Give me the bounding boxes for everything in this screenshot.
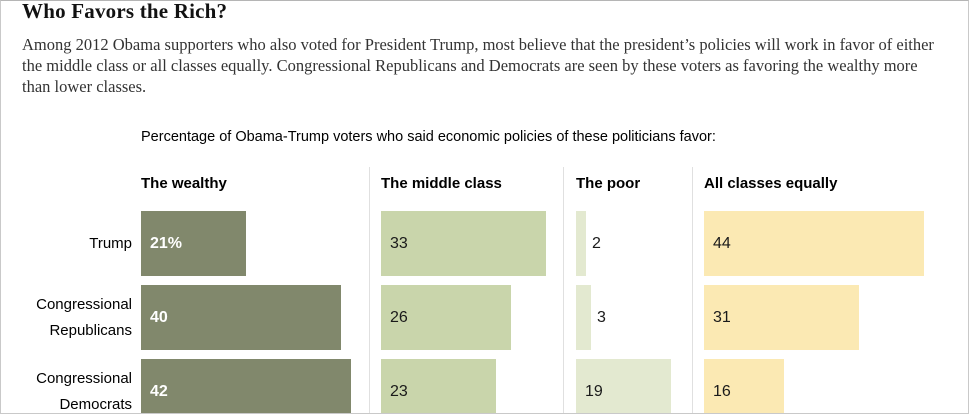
bar: 2: [576, 211, 601, 276]
column-header: The wealthy: [141, 175, 227, 192]
bar: 33: [381, 211, 546, 276]
row-label: Congressional Republicans: [36, 295, 132, 339]
bar-value-label: 21%: [150, 234, 183, 252]
bar: 23: [381, 359, 496, 413]
bar: 42: [141, 359, 351, 413]
column-header: All classes equally: [704, 175, 838, 192]
column-header: The middle class: [381, 175, 502, 192]
bar-value-label: 3: [597, 308, 606, 326]
bar: 3: [576, 285, 606, 350]
bar-value-label: 23: [390, 382, 408, 400]
bar-value-label: 40: [150, 308, 168, 326]
bar-value-label: 19: [585, 382, 603, 400]
column-divider-1: [369, 167, 370, 413]
bar: 16: [704, 359, 784, 413]
column-divider-3: [692, 167, 693, 413]
row-label: Congressional Democrats: [36, 369, 132, 413]
bar-value-label: 2: [592, 234, 601, 252]
row-label: Trump: [89, 234, 132, 252]
bar-value-label: 44: [713, 234, 731, 252]
bar: 44: [704, 211, 924, 276]
bar-value-label: 16: [713, 382, 731, 400]
bar: 19: [576, 359, 671, 413]
column-divider-2: [563, 167, 564, 413]
bar-value-label: 26: [390, 308, 408, 326]
page-title: Who Favors the Rich?: [22, 0, 228, 23]
chart-title: Percentage of Obama-Trump voters who sai…: [141, 129, 716, 145]
bar: 31: [704, 285, 859, 350]
bar: 26: [381, 285, 511, 350]
bar-value-label: 42: [150, 382, 168, 400]
column-header: The poor: [576, 175, 641, 192]
bar-value-label: 33: [390, 234, 408, 252]
bar: 21%: [141, 211, 246, 276]
bar: 40: [141, 285, 341, 350]
bar-value-label: 31: [713, 308, 731, 326]
intro-paragraph: Among 2012 Obama supporters who also vot…: [22, 35, 934, 96]
